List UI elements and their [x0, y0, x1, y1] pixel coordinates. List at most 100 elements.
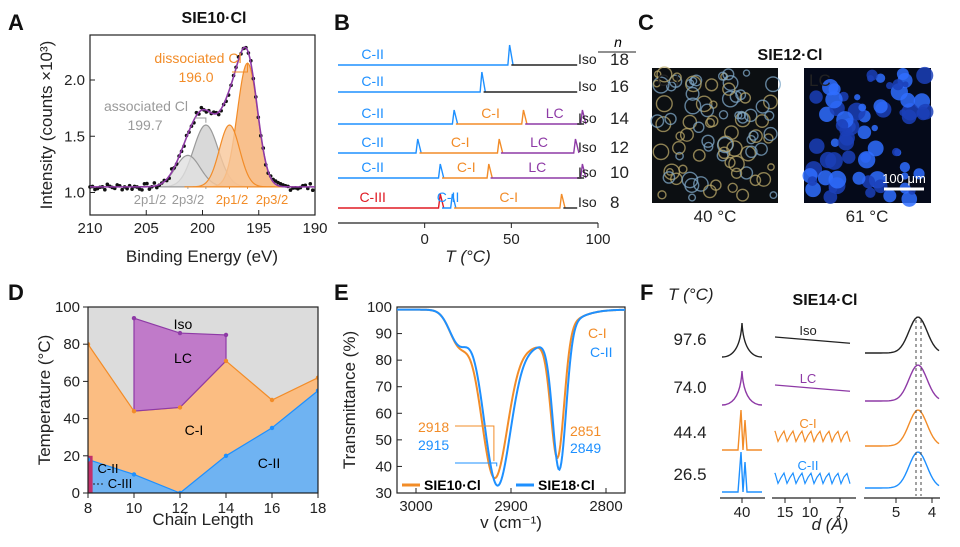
- a-ytick-label: 1.5: [64, 128, 85, 145]
- spherulite-ci: [717, 146, 731, 160]
- f-phase-label: C-I: [799, 416, 816, 431]
- spherulite-ci: [749, 174, 762, 187]
- panel-d-xlabel: Chain Length: [152, 510, 253, 529]
- spherulite-lc: [886, 81, 894, 90]
- panel-a-xps-chart: SIE10·Cl 210 205 200 195 190 1.0 1.5 2.0 Bindin…: [37, 10, 328, 266]
- d-point: [223, 332, 229, 338]
- spherulite-ci: [652, 79, 661, 88]
- curve-label-cii: C-II: [590, 344, 613, 360]
- panel-d-frame: [87, 306, 319, 494]
- spherulite-ci: [754, 142, 768, 156]
- spherulite-ci: [743, 108, 758, 123]
- panel-letter-a: A: [8, 10, 24, 35]
- e-curve-1: [397, 308, 626, 487]
- e-ytick-label: 90: [375, 326, 392, 343]
- a-xtick-label: 205: [134, 220, 159, 237]
- spherulite-ci: [655, 95, 673, 113]
- panel-b-xlabel: T (°C): [445, 247, 491, 266]
- a-data-point: [147, 187, 152, 191]
- spherulite-ci: [742, 69, 751, 77]
- f-xtick-label: 4: [928, 504, 936, 521]
- spherulite-ci: [685, 86, 700, 101]
- spherulite-ci: [695, 95, 713, 113]
- spherulite-ci: [662, 171, 676, 184]
- a-data-point: [145, 181, 149, 186]
- spherulite-ci: [700, 103, 715, 118]
- a-ytick-label: 1.0: [64, 185, 85, 202]
- b-curve-8-C-III: [338, 193, 445, 209]
- spherulite-lc: [835, 119, 849, 132]
- spherulite-lc: [917, 103, 934, 120]
- a-data-point: [120, 187, 124, 192]
- f-xtick-label: 40: [734, 504, 751, 521]
- spherulite-ci: [736, 188, 750, 202]
- region-label-ci: C-I: [185, 422, 204, 438]
- spherulite-ci: [722, 82, 736, 96]
- peak-label-3: 2p1/2: [216, 192, 249, 207]
- b-xtick-label: 100: [585, 231, 610, 248]
- spherulite-ci: [693, 176, 709, 192]
- d-ytick-label: 100: [55, 299, 80, 316]
- spherulite-lc: [857, 151, 876, 169]
- f-xtick-label: 15: [777, 504, 794, 521]
- d-xtick-label: 10: [126, 500, 143, 517]
- d-xtick-label: 18: [310, 500, 327, 517]
- d-point: [223, 453, 229, 458]
- panel-f-xlabel: d (Å): [812, 515, 849, 534]
- spherulite-lc: [899, 162, 911, 173]
- d-ytick-label: 80: [63, 336, 80, 353]
- spherulite-lc: [842, 150, 856, 164]
- region-label-cii: C-II: [258, 455, 281, 471]
- a-data-point: [103, 187, 107, 192]
- peak-label-1: 2p1/2: [134, 192, 167, 207]
- spherulite-ci: [704, 117, 716, 128]
- spherulite-ci: [755, 114, 770, 128]
- e-xtick-label: 2900: [494, 498, 527, 515]
- f-curve-right-2: [865, 409, 940, 447]
- a-data-point: [199, 105, 204, 110]
- e-ytick-label: 70: [375, 379, 392, 396]
- d-xtick-label: 12: [172, 500, 189, 517]
- peak-2915-label: 2915: [418, 437, 449, 453]
- peak-2849-label: 2849: [570, 440, 601, 456]
- a-fit-envelope: [90, 46, 315, 188]
- b-curve-10-C-I: [442, 163, 493, 179]
- f-curve-right-0: [865, 316, 940, 354]
- d-region-ciii: [88, 455, 93, 493]
- spherulite-ci: [665, 81, 677, 92]
- micrograph-right-label: LC: [809, 71, 831, 90]
- spherulite-lc: [867, 140, 884, 157]
- panel-b-n-header: n: [614, 34, 622, 50]
- b-xtick-label: 50: [503, 231, 520, 248]
- a-data-point: [155, 185, 159, 190]
- f-curve-mid-3: [774, 471, 851, 486]
- spherulite-ci: [652, 76, 670, 94]
- b-phase-label: C-II: [361, 105, 384, 121]
- b-phase-label: C-I: [499, 189, 518, 205]
- panel-c-title: SIE12·Cl: [758, 47, 823, 64]
- f-temp-label: 74.0: [673, 378, 706, 397]
- panel-f-tlabel: T (°C): [668, 285, 714, 304]
- f-temp-label: 97.6: [673, 330, 706, 349]
- d-point: [223, 358, 229, 364]
- e-ytick-label: 40: [375, 458, 392, 475]
- f-curve-mid-1: [774, 384, 851, 392]
- d-point: [131, 408, 137, 414]
- spherulite-ci: [688, 76, 698, 86]
- f-phase-label: LC: [800, 371, 817, 386]
- b-iso-label: Iso: [578, 51, 597, 67]
- spherulite-ci: [763, 133, 774, 144]
- b-iso-label: Iso: [578, 110, 597, 126]
- spherulite-ci: [722, 68, 735, 81]
- d-ytick-label: 0: [72, 485, 80, 502]
- d-point: [269, 425, 275, 431]
- region-label-iso: Iso: [174, 316, 193, 332]
- region-label-cii-small: C-II: [98, 461, 119, 476]
- spherulite-ci: [672, 72, 682, 83]
- panel-e-ir-chart: 3000 2900 2800 30 40 50 60 70 80 90 100 v (cm⁻¹) T…: [340, 299, 626, 532]
- spherulite-lc: [891, 147, 901, 157]
- spherulite-lc: [825, 152, 843, 170]
- spherulite-ci: [701, 134, 715, 148]
- b-phase-label: C-II: [361, 134, 384, 150]
